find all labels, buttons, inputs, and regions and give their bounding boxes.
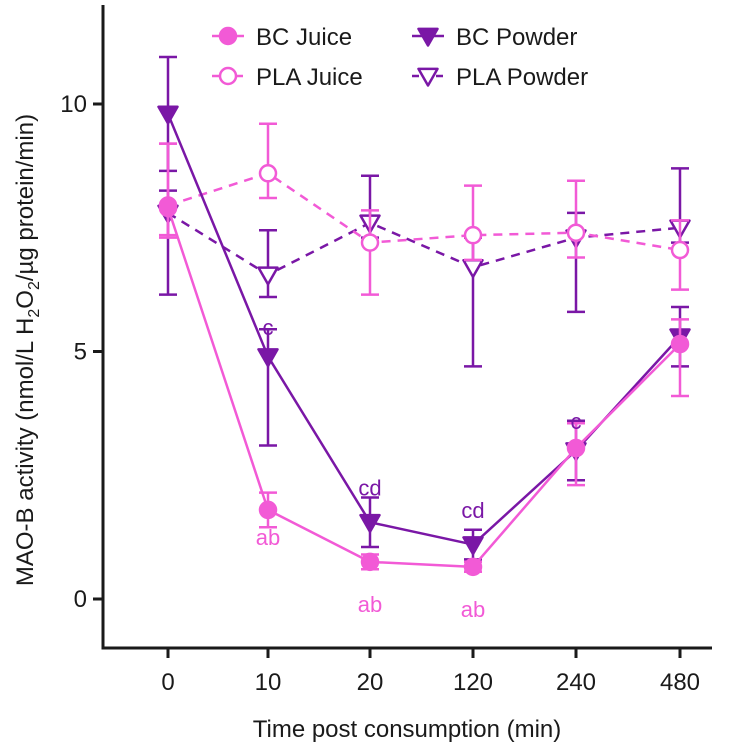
data-point: [360, 552, 380, 572]
significance-label: ab: [358, 592, 382, 617]
x-tick-label: 240: [556, 669, 596, 696]
x-tick-label: 20: [357, 669, 384, 696]
data-point: [258, 164, 278, 183]
x-tick-label: 0: [161, 669, 174, 696]
series-line: [166, 113, 681, 546]
legend-label: BC Powder: [456, 24, 577, 51]
y-axis-title-subscript: 2: [26, 281, 43, 290]
series-line: [166, 207, 681, 569]
data-point: [463, 225, 483, 245]
legend-label: PLA Powder: [456, 64, 588, 91]
x-axis-title: Time post consumption (min): [253, 716, 562, 743]
y-axis-title-part: MAO-B activity (nmol/L H: [12, 318, 39, 587]
significance-label: c: [571, 409, 582, 434]
data-point: [670, 240, 690, 260]
data-point: [158, 198, 178, 218]
data-point: [566, 438, 586, 458]
data-point: [462, 536, 484, 556]
legend-marker: [417, 27, 439, 47]
significance-label: ab: [256, 525, 280, 550]
series-bc-juice: [158, 142, 690, 577]
data-point: [670, 334, 690, 354]
y-axis-title: MAO-B activity (nmol/L H2O2/µg protein/m…: [12, 114, 43, 586]
legend-marker: [417, 67, 439, 87]
significance-label: cd: [358, 476, 381, 501]
series-pla-juice: [158, 122, 690, 296]
y-tick-label: 10: [60, 91, 87, 118]
data-point: [359, 513, 381, 534]
legend: BC Juice PLA Juice BC Powder PLA Powder: [212, 24, 588, 91]
data-point: [360, 233, 380, 252]
significance-label: ab: [461, 597, 485, 622]
y-axis-title-subscript: 2: [26, 309, 43, 318]
series-pla-powder: [157, 167, 691, 368]
y-axis-title-part: O: [12, 290, 39, 309]
legend-label: PLA Juice: [256, 64, 363, 91]
series-line: [167, 172, 681, 252]
y-tick-label: 0: [74, 586, 87, 613]
legend-item-bc-powder: BC Powder: [412, 24, 577, 51]
data-point: [462, 258, 484, 279]
x-tick-label: 480: [660, 669, 700, 696]
legend-item-pla-juice: PLA Juice: [212, 64, 363, 91]
series-line: [167, 211, 681, 277]
x-tick-label: 10: [255, 669, 282, 696]
legend-item-pla-powder: PLA Powder: [412, 64, 588, 91]
plot-area: c cd cd c ab ab ab: [157, 55, 691, 622]
series-bc-powder: [157, 55, 691, 561]
data-point: [257, 348, 279, 368]
y-axis-title-part: /µg protein/min): [12, 114, 39, 281]
data-point: [157, 105, 179, 125]
legend-marker: [218, 66, 238, 86]
legend-marker: [218, 26, 238, 46]
data-point: [258, 500, 278, 520]
legend-label: BC Juice: [256, 24, 352, 51]
axes: 0 5 10 0 10 20 120 240 480 Time post consumption …: [12, 5, 712, 743]
data-point: [257, 266, 279, 286]
data-point: [566, 223, 586, 242]
x-tick-label: 120: [453, 669, 493, 696]
data-point: [463, 557, 483, 577]
significance-label: c: [263, 315, 274, 340]
y-tick-label: 5: [74, 339, 87, 366]
legend-item-bc-juice: BC Juice: [212, 24, 352, 51]
significance-label: cd: [461, 498, 484, 523]
